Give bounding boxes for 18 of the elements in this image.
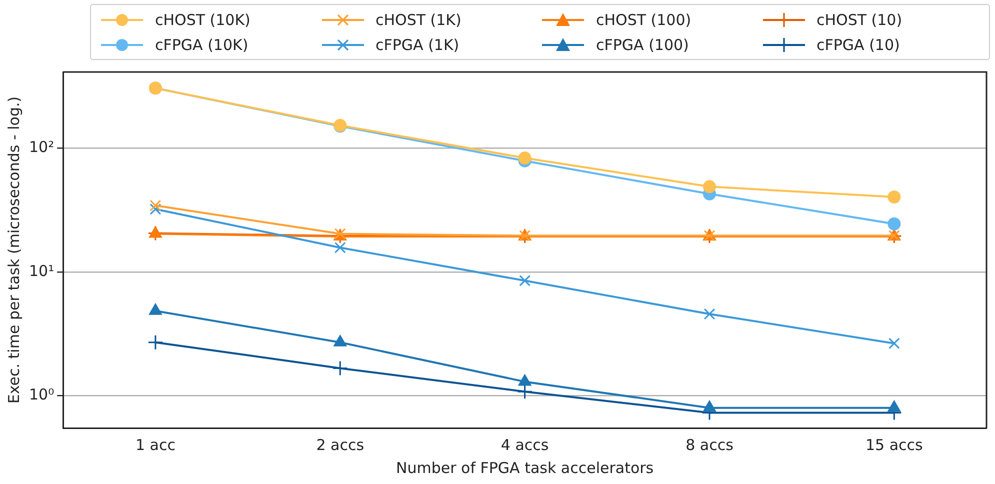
legend-label: cHOST (10) (816, 10, 902, 28)
x-axis-title: Number of FPGA task accelerators (396, 458, 654, 477)
legend-label: cHOST (10K) (155, 10, 250, 28)
x-tick-label: 1 acc (135, 436, 176, 454)
legend-label: cFPGA (10) (816, 36, 900, 54)
legend-label: cFPGA (10K) (155, 36, 248, 54)
x-tick-label: 2 accs (316, 436, 364, 454)
x-tick-label: 15 accs (865, 436, 924, 454)
legend-label: cHOST (1K) (376, 10, 462, 28)
y-tick-label: 10⁰ (28, 386, 54, 404)
y-tick-label: 10² (28, 138, 54, 156)
legend-label: cHOST (100) (596, 10, 692, 28)
legend-label: cFPGA (1K) (376, 36, 460, 54)
x-tick-label: 8 accs (686, 436, 734, 454)
y-axis-title: Exec. time per task (microseconds - log.) (4, 96, 23, 404)
y-tick-label: 10¹ (28, 262, 54, 280)
legend-label: cFPGA (100) (596, 36, 689, 54)
x-tick-label: 4 accs (500, 436, 549, 454)
